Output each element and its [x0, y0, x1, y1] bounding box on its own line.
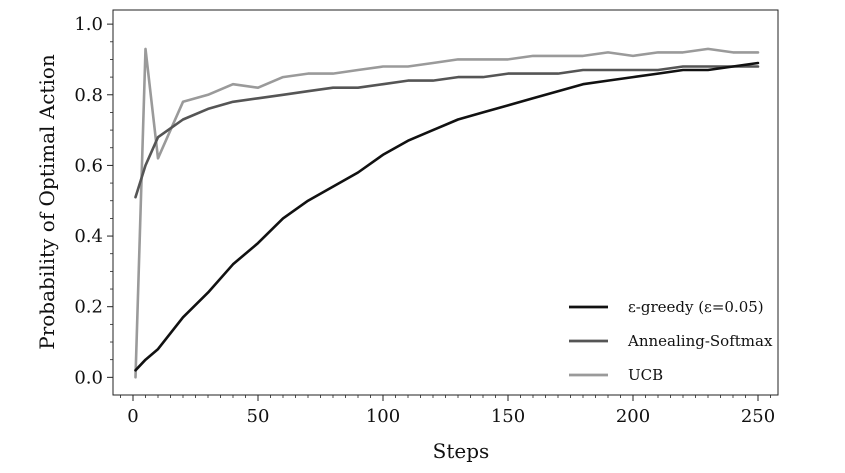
plot-frame: [112, 9, 779, 396]
x-tick-label: 150: [491, 406, 525, 427]
series-line-greedy-0-05: [134, 61, 760, 372]
y-tick-label: 0.0: [74, 367, 103, 388]
y-axis-title: Probability of Optimal Action: [35, 54, 59, 350]
y-tick-label: 0.8: [74, 85, 103, 106]
series-line-annealing-softmax: [134, 65, 760, 199]
y-tick-label: 1.0: [74, 14, 103, 35]
x-tick-label: 250: [741, 406, 775, 427]
y-tick-label: 0.6: [74, 155, 103, 176]
x-axis-title: Steps: [433, 439, 490, 463]
series-layer: [134, 47, 760, 379]
x-tick-label: 50: [247, 406, 270, 427]
legend-label: UCB: [628, 366, 663, 384]
series-line-ucb: [134, 47, 760, 379]
y-tick-label: 0.2: [74, 297, 103, 318]
legend: ε-greedy (ε=0.05) Annealing-Softmax UCB: [569, 298, 773, 384]
axes-layer: 0 50 100 150 200 250 0.0 0.2 0.4 0.6 0.8 1.0: [74, 14, 775, 427]
x-tick-label: 200: [616, 406, 650, 427]
y-tick-label: 0.4: [74, 226, 103, 247]
legend-label: Annealing-Softmax: [627, 332, 773, 350]
x-tick-label: 100: [366, 406, 400, 427]
x-tick-label: 0: [127, 406, 138, 427]
legend-label: ε-greedy (ε=0.05): [628, 298, 764, 316]
